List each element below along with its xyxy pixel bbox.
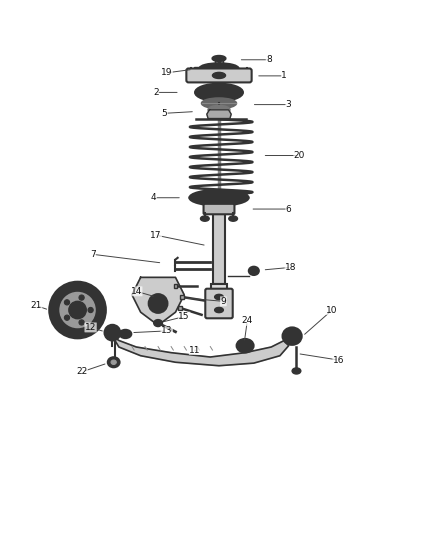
Text: 20: 20 bbox=[294, 151, 305, 160]
Ellipse shape bbox=[249, 266, 259, 275]
Text: 22: 22 bbox=[76, 367, 88, 376]
Bar bbox=[194, 67, 201, 70]
Bar bbox=[174, 284, 177, 288]
Ellipse shape bbox=[69, 301, 86, 319]
Ellipse shape bbox=[49, 282, 106, 338]
Ellipse shape bbox=[209, 195, 229, 201]
Ellipse shape bbox=[154, 320, 162, 327]
Ellipse shape bbox=[199, 63, 239, 74]
Bar bbox=[178, 306, 182, 310]
Ellipse shape bbox=[212, 72, 226, 78]
Bar bbox=[180, 295, 184, 298]
Polygon shape bbox=[132, 277, 184, 325]
Ellipse shape bbox=[201, 216, 209, 221]
Ellipse shape bbox=[237, 339, 254, 353]
Ellipse shape bbox=[105, 325, 120, 341]
Text: 6: 6 bbox=[286, 205, 292, 214]
Text: 9: 9 bbox=[220, 297, 226, 306]
Ellipse shape bbox=[108, 357, 120, 367]
Text: 18: 18 bbox=[285, 263, 297, 272]
Text: 5: 5 bbox=[162, 109, 167, 118]
Text: 15: 15 bbox=[178, 312, 190, 321]
Polygon shape bbox=[207, 110, 231, 118]
Ellipse shape bbox=[292, 368, 301, 374]
Text: 16: 16 bbox=[333, 356, 344, 365]
Ellipse shape bbox=[88, 308, 93, 313]
Ellipse shape bbox=[79, 320, 84, 325]
Ellipse shape bbox=[148, 294, 168, 313]
Text: 24: 24 bbox=[242, 317, 253, 326]
Text: 10: 10 bbox=[326, 305, 338, 314]
Ellipse shape bbox=[201, 98, 237, 109]
Text: 2: 2 bbox=[153, 88, 159, 97]
Text: 3: 3 bbox=[286, 100, 292, 109]
Text: 8: 8 bbox=[266, 55, 272, 64]
Text: 12: 12 bbox=[85, 323, 96, 332]
Ellipse shape bbox=[210, 89, 228, 96]
Text: 19: 19 bbox=[161, 68, 173, 77]
Text: 7: 7 bbox=[90, 250, 95, 259]
Ellipse shape bbox=[242, 343, 249, 349]
Text: 11: 11 bbox=[189, 345, 201, 354]
Ellipse shape bbox=[195, 84, 243, 101]
Text: 17: 17 bbox=[150, 231, 162, 240]
Text: 1: 1 bbox=[281, 71, 287, 80]
Text: 13: 13 bbox=[161, 326, 173, 335]
Ellipse shape bbox=[215, 294, 223, 300]
Ellipse shape bbox=[288, 332, 297, 340]
FancyBboxPatch shape bbox=[204, 204, 234, 214]
FancyBboxPatch shape bbox=[205, 289, 233, 318]
Ellipse shape bbox=[283, 327, 302, 345]
Text: 21: 21 bbox=[31, 301, 42, 310]
FancyBboxPatch shape bbox=[186, 68, 252, 83]
Ellipse shape bbox=[64, 315, 70, 320]
Polygon shape bbox=[113, 336, 289, 366]
Bar bbox=[212, 284, 226, 317]
Ellipse shape bbox=[215, 308, 223, 313]
Ellipse shape bbox=[212, 56, 226, 61]
Ellipse shape bbox=[79, 295, 84, 300]
Ellipse shape bbox=[111, 360, 116, 365]
Bar bbox=[215, 60, 223, 63]
Text: 4: 4 bbox=[151, 193, 156, 202]
Ellipse shape bbox=[60, 293, 95, 327]
Ellipse shape bbox=[109, 329, 116, 336]
Ellipse shape bbox=[189, 190, 249, 206]
Bar bbox=[213, 208, 225, 284]
Ellipse shape bbox=[64, 300, 70, 305]
Ellipse shape bbox=[229, 216, 237, 221]
Text: 14: 14 bbox=[131, 287, 142, 296]
Ellipse shape bbox=[119, 329, 131, 338]
Ellipse shape bbox=[208, 106, 230, 114]
